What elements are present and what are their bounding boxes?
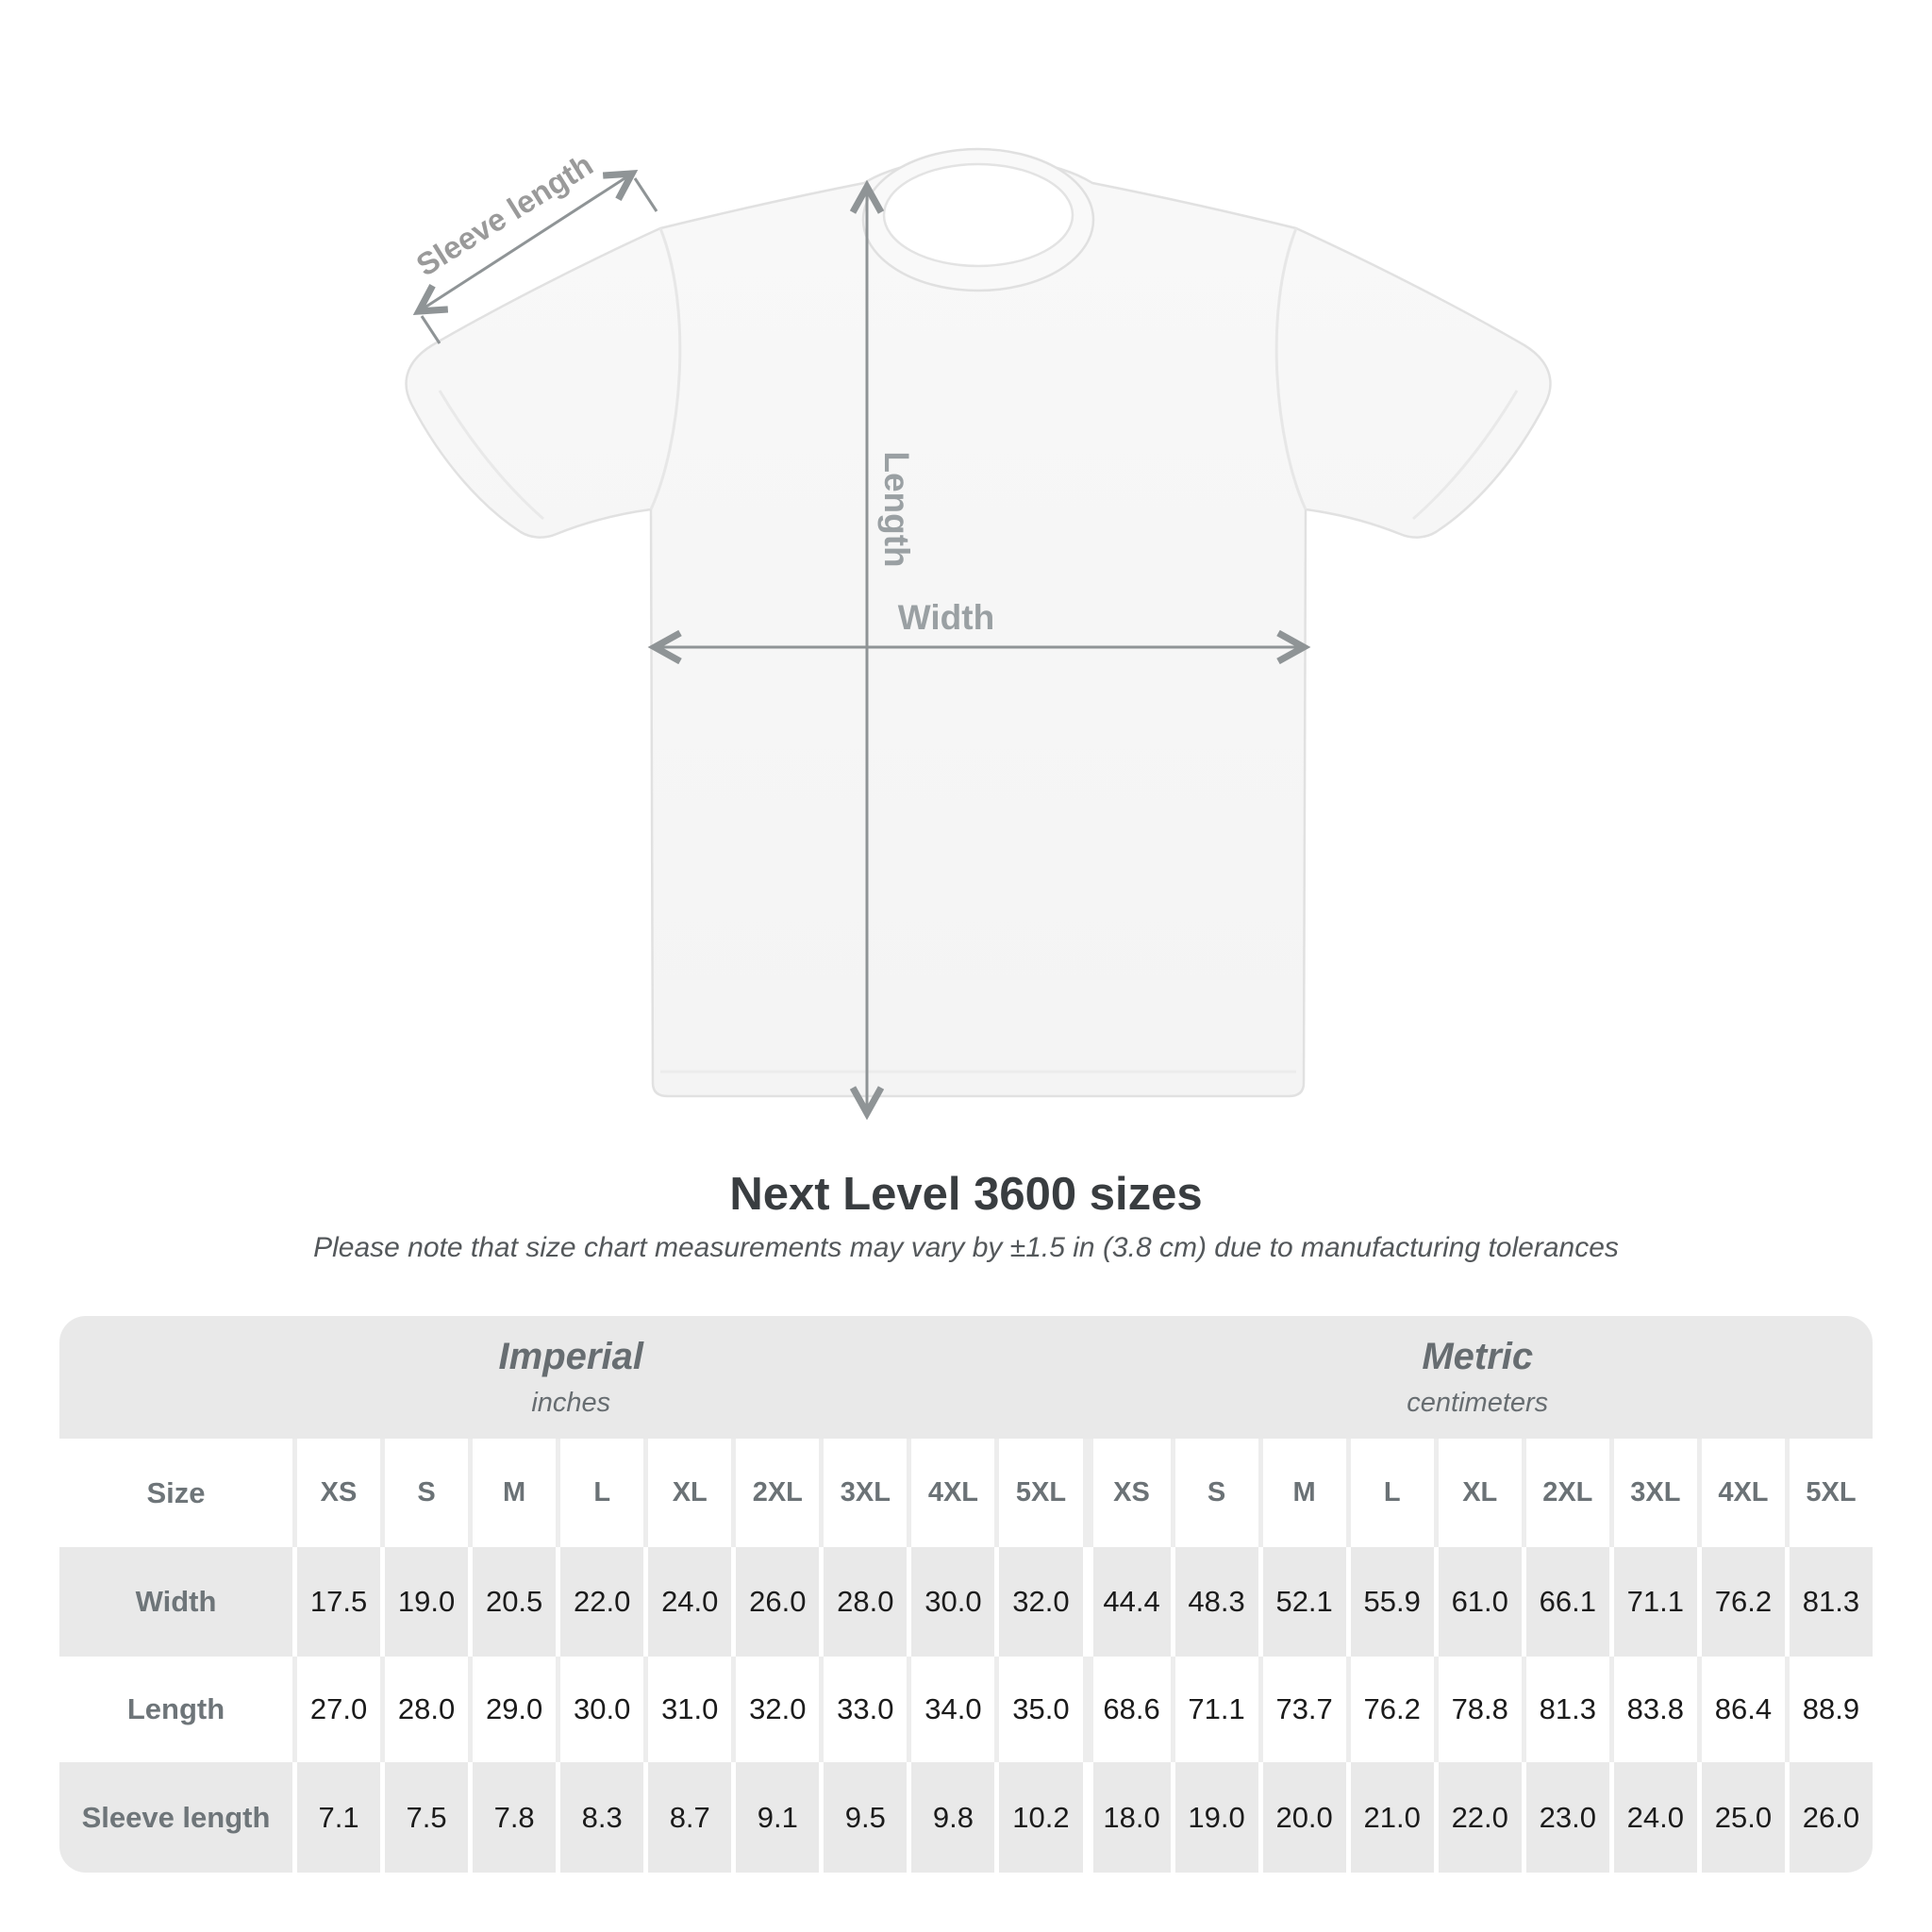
table-cell: 22.0 [1433, 1762, 1522, 1873]
size-header-metric-XL: XL [1433, 1439, 1522, 1547]
collar-inner [882, 162, 1074, 268]
table-cell: 8.7 [643, 1762, 732, 1873]
size-header-imperial-M: M [468, 1439, 557, 1547]
size-header-metric-4XL: 4XL [1696, 1439, 1785, 1547]
table-cell: 81.3 [1784, 1547, 1873, 1657]
table-cell: 28.0 [380, 1657, 469, 1762]
table-cell: 44.4 [1082, 1547, 1171, 1657]
table-cell: 26.0 [731, 1547, 820, 1657]
table-cell: 33.0 [819, 1657, 908, 1762]
table-cell: 9.5 [819, 1762, 908, 1873]
table-cell: 24.0 [1608, 1762, 1697, 1873]
size-header-imperial-XS: XS [292, 1439, 381, 1547]
metric-label: Metric [1422, 1336, 1534, 1377]
table-cell: 30.0 [556, 1657, 644, 1762]
table-cell: 52.1 [1257, 1547, 1346, 1657]
size-header-imperial-5XL: 5XL [994, 1439, 1083, 1547]
page-title: Next Level 3600 sizes [729, 1169, 1203, 1220]
table-cell: 32.0 [731, 1657, 820, 1762]
row-label: Sleeve length [59, 1762, 292, 1873]
table-cell: 7.1 [292, 1762, 381, 1873]
table-cell: 17.5 [292, 1547, 381, 1657]
table-cell: 25.0 [1696, 1762, 1785, 1873]
size-column-header: Size [59, 1439, 292, 1547]
metric-unit: centimeters [1407, 1388, 1549, 1418]
imperial-header-band: Imperial inches [59, 1316, 1083, 1439]
page-subtitle: Please note that size chart measurements… [313, 1232, 1619, 1263]
tshirt-illustration [405, 147, 1552, 1160]
table-cell: 21.0 [1345, 1762, 1434, 1873]
table-cell: 48.3 [1170, 1547, 1258, 1657]
metric-header-band: Metric centimeters [1082, 1316, 1873, 1439]
length-label: Length [877, 451, 916, 568]
measurement-arrows [419, 174, 1304, 1113]
row-label: Width [59, 1547, 292, 1657]
table-cell: 71.1 [1608, 1547, 1697, 1657]
size-header-metric-2XL: 2XL [1521, 1439, 1609, 1547]
table-cell: 81.3 [1521, 1657, 1609, 1762]
table-cell: 8.3 [556, 1762, 644, 1873]
table-cell: 35.0 [994, 1657, 1083, 1762]
size-header-metric-M: M [1257, 1439, 1346, 1547]
table-cell: 29.0 [468, 1657, 557, 1762]
sleeve-arrow-tick-bottom [420, 315, 441, 344]
size-header-imperial-L: L [556, 1439, 644, 1547]
table-cell: 34.0 [907, 1657, 995, 1762]
table-cell: 7.8 [468, 1762, 557, 1873]
table-cell: 32.0 [994, 1547, 1083, 1657]
table-cell: 71.1 [1170, 1657, 1258, 1762]
table-cell: 9.8 [907, 1762, 995, 1873]
size-header-imperial-XL: XL [643, 1439, 732, 1547]
table-cell: 30.0 [907, 1547, 995, 1657]
size-header-imperial-4XL: 4XL [907, 1439, 995, 1547]
table-cell: 9.1 [731, 1762, 820, 1873]
table-cell: 23.0 [1521, 1762, 1609, 1873]
table-cell: 73.7 [1257, 1657, 1346, 1762]
size-header-metric-L: L [1345, 1439, 1434, 1547]
sleeve-length-arrow [419, 174, 632, 311]
imperial-label: Imperial [498, 1336, 643, 1377]
table-cell: 26.0 [1784, 1762, 1873, 1873]
table-cell: 76.2 [1696, 1547, 1785, 1657]
table-cell: 68.6 [1082, 1657, 1171, 1762]
table-cell: 66.1 [1521, 1547, 1609, 1657]
table-cell: 31.0 [643, 1657, 732, 1762]
table-cell: 78.8 [1433, 1657, 1522, 1762]
table-cell: 19.0 [380, 1547, 469, 1657]
size-header-imperial-3XL: 3XL [819, 1439, 908, 1547]
table-cell: 76.2 [1345, 1657, 1434, 1762]
table-cell: 18.0 [1082, 1762, 1171, 1873]
size-header-metric-XS: XS [1082, 1439, 1171, 1547]
table-cell: 88.9 [1784, 1657, 1873, 1762]
table-cell: 19.0 [1170, 1762, 1258, 1873]
tshirt-measurement-diagram: Sleeve length Length Width [405, 147, 1552, 1160]
table-cell: 20.0 [1257, 1762, 1346, 1873]
width-label: Width [897, 598, 995, 637]
row-label: Length [59, 1657, 292, 1762]
table-cell: 27.0 [292, 1657, 381, 1762]
size-header-metric-S: S [1170, 1439, 1258, 1547]
size-header-imperial-S: S [380, 1439, 469, 1547]
size-table: Imperial inches Metric centimeters Size X… [59, 1316, 1873, 1873]
table-cell: 55.9 [1345, 1547, 1434, 1657]
table-cell: 61.0 [1433, 1547, 1522, 1657]
table-cell: 10.2 [994, 1762, 1083, 1873]
table-cell: 7.5 [380, 1762, 469, 1873]
sleeve-arrow-tick-top [633, 177, 658, 212]
table-cell: 86.4 [1696, 1657, 1785, 1762]
size-header-metric-3XL: 3XL [1608, 1439, 1697, 1547]
table-cell: 83.8 [1608, 1657, 1697, 1762]
imperial-unit: inches [531, 1388, 611, 1418]
table-cell: 28.0 [819, 1547, 908, 1657]
table-cell: 24.0 [643, 1547, 732, 1657]
size-header-metric-5XL: 5XL [1784, 1439, 1873, 1547]
size-header-imperial-2XL: 2XL [731, 1439, 820, 1547]
table-cell: 20.5 [468, 1547, 557, 1657]
table-cell: 22.0 [556, 1547, 644, 1657]
